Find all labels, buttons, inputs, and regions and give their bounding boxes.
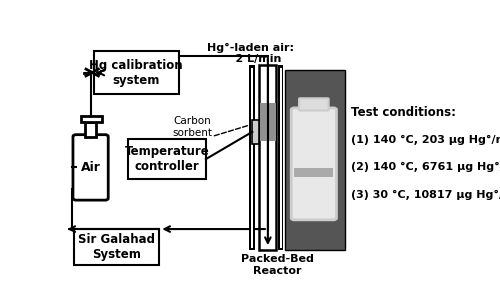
FancyBboxPatch shape [252,120,260,144]
FancyBboxPatch shape [74,229,160,265]
FancyBboxPatch shape [250,65,256,250]
FancyBboxPatch shape [94,51,179,94]
FancyBboxPatch shape [80,116,102,122]
FancyBboxPatch shape [73,135,108,200]
Text: Hg calibration
system: Hg calibration system [90,59,183,87]
Text: Sir Galahad
System: Sir Galahad System [78,233,155,261]
FancyBboxPatch shape [128,139,206,179]
Text: Test conditions:: Test conditions: [351,106,456,120]
FancyBboxPatch shape [280,68,281,248]
Text: Air: Air [80,161,100,174]
FancyBboxPatch shape [84,122,96,136]
FancyBboxPatch shape [294,168,334,177]
Text: (1) 140 °C, 203 μg Hg°/m³: (1) 140 °C, 203 μg Hg°/m³ [351,135,500,145]
FancyBboxPatch shape [291,108,337,220]
FancyBboxPatch shape [286,70,346,250]
FancyBboxPatch shape [260,65,276,250]
Text: (2) 140 °C, 6761 μg Hg°/m³: (2) 140 °C, 6761 μg Hg°/m³ [351,162,500,172]
FancyBboxPatch shape [299,98,328,111]
FancyBboxPatch shape [278,65,283,250]
Text: Packed-Bed
Reactor: Packed-Bed Reactor [241,254,314,276]
Text: (3) 30 °C, 10817 μg Hg°/m³: (3) 30 °C, 10817 μg Hg°/m³ [351,190,500,200]
Text: Carbon
sorbent: Carbon sorbent [172,116,212,138]
Text: Hg°-laden air:
    2 L/min: Hg°-laden air: 2 L/min [207,43,294,64]
Text: Temperature
controller: Temperature controller [125,145,210,173]
FancyBboxPatch shape [260,103,276,141]
FancyBboxPatch shape [252,68,254,248]
